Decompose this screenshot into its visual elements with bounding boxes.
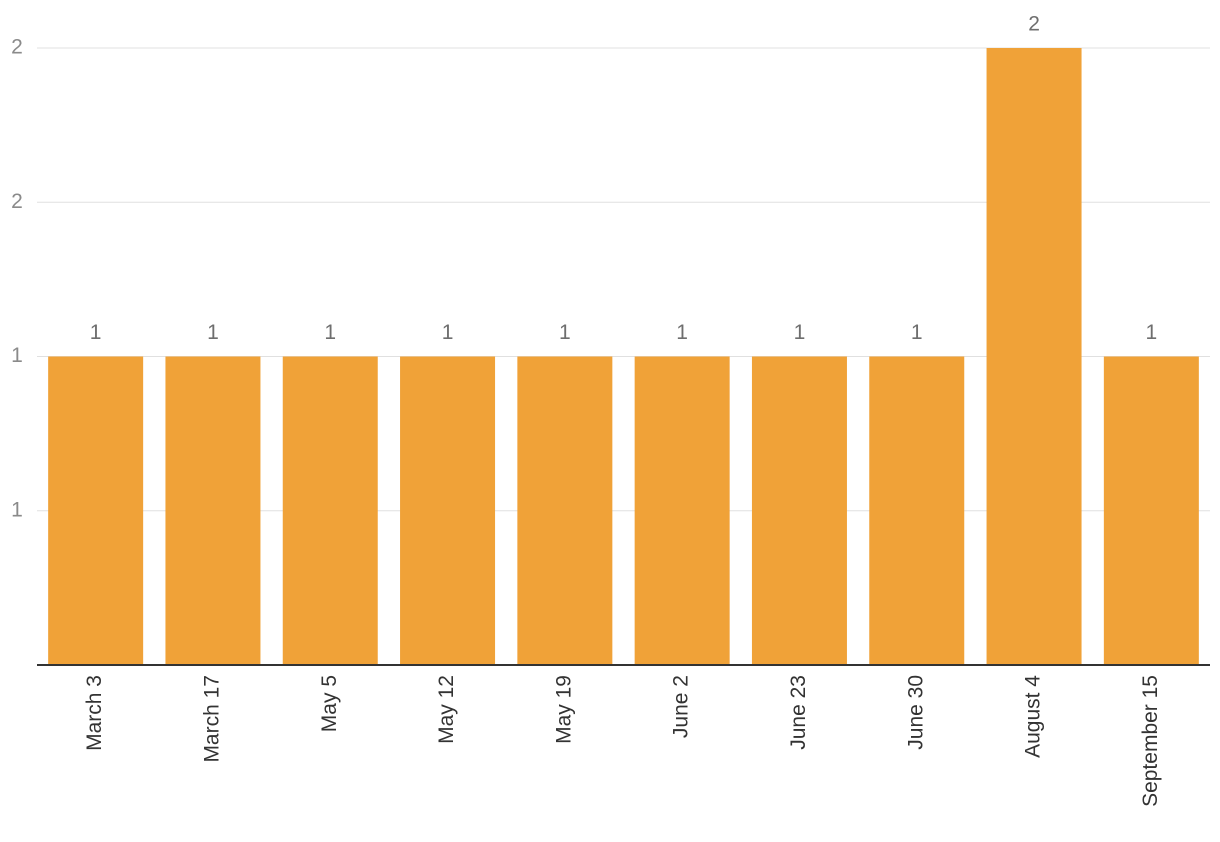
x-tick-label: September 15 <box>1139 675 1162 807</box>
value-label: 1 <box>911 321 923 344</box>
value-label: 1 <box>442 321 454 344</box>
value-label: 1 <box>676 321 688 344</box>
y-tick-label: 2 <box>11 190 23 213</box>
bar <box>1103 356 1199 665</box>
y-tick-label: 1 <box>11 498 23 521</box>
bar <box>634 356 730 665</box>
bar <box>986 48 1082 665</box>
x-tick-label: May 12 <box>435 675 458 744</box>
value-label: 2 <box>1028 13 1040 36</box>
y-tick-label: 1 <box>11 344 23 367</box>
bar <box>165 356 261 665</box>
y-tick-label: 2 <box>11 36 23 59</box>
value-label: 1 <box>207 321 219 344</box>
bar <box>282 356 378 665</box>
bar <box>400 356 496 665</box>
x-tick-label: June 30 <box>904 675 927 750</box>
x-tick-label: August 4 <box>1022 675 1045 758</box>
value-label: 1 <box>90 321 102 344</box>
x-tick-label: March 17 <box>200 675 223 763</box>
value-label: 1 <box>794 321 806 344</box>
x-tick-label: March 3 <box>83 675 106 751</box>
bar <box>751 356 847 665</box>
x-tick-label: June 23 <box>787 675 810 750</box>
value-label: 1 <box>324 321 336 344</box>
value-label: 1 <box>1146 321 1158 344</box>
x-tick-label: May 5 <box>318 675 341 732</box>
x-tick-label: May 19 <box>552 675 575 744</box>
bar <box>517 356 613 665</box>
value-label: 1 <box>559 321 571 344</box>
bar <box>869 356 965 665</box>
x-tick-label: June 2 <box>670 675 693 738</box>
bar <box>48 356 144 665</box>
